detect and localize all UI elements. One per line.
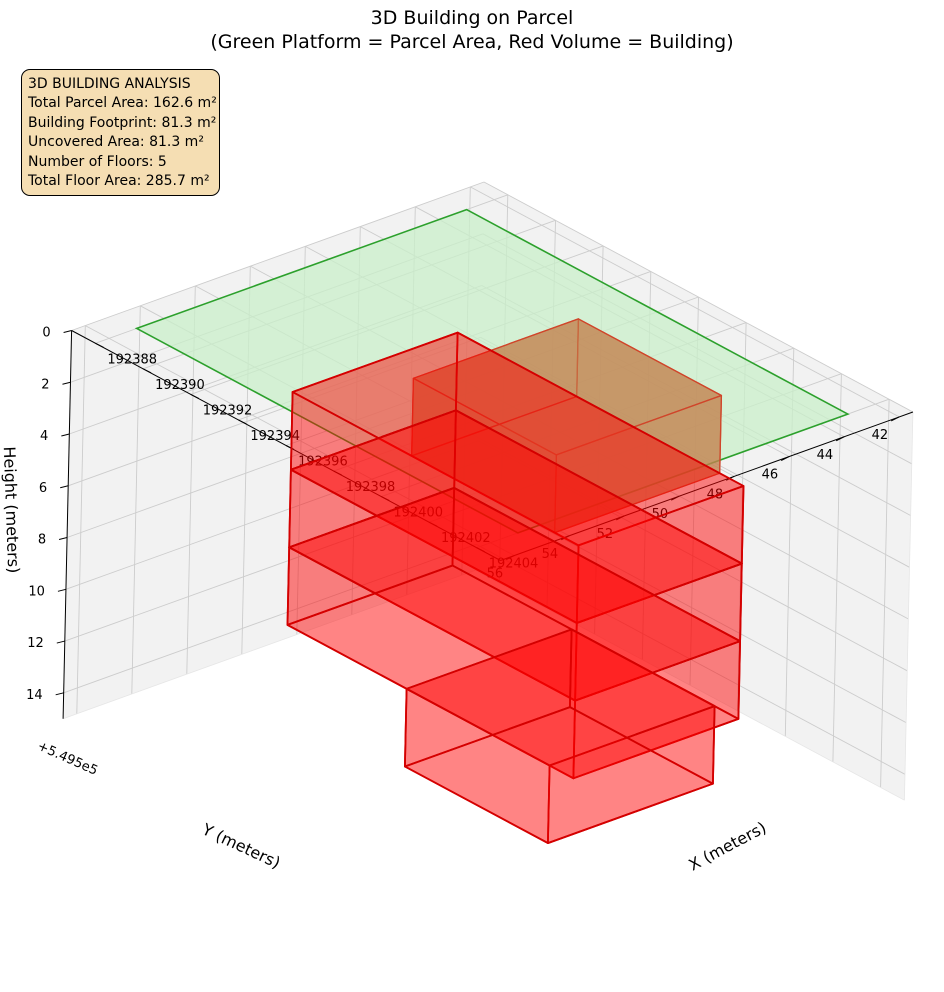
y-tick-label-mark [835, 436, 845, 442]
x-tick-label: 192398 [346, 480, 396, 495]
z-axis-line [62, 330, 73, 719]
z-tick-label: 12 [27, 636, 44, 651]
y-tick-label: 44 [817, 448, 834, 463]
x-tick-label: 192392 [203, 403, 253, 418]
z-tick-label-mark [56, 640, 65, 644]
chart-subtitle: (Green Platform = Parcel Area, Red Volum… [210, 31, 734, 53]
y-tick-label-mark [506, 555, 515, 560]
building-floor-2 [289, 331, 745, 624]
y-offset-text: +5.495e5 [35, 739, 100, 779]
x-axis-label: X (meters) [685, 818, 769, 875]
info-line-floors: Number of Floors: 5 [28, 153, 167, 170]
building-volume [286, 318, 745, 844]
info-line-uncovered-area: Uncovered Area: 81.3 m² [28, 134, 204, 151]
chart-title-block: 3D Building on Parcel (Green Platform = … [0, 6, 944, 54]
pane-edge [62, 569, 476, 720]
info-line-floor-area: Total Floor Area: 285.7 m² [28, 173, 210, 190]
building-analysis-box: 3D BUILDING ANALYSIS Total Parcel Area: … [21, 69, 220, 196]
y-tick-label: 42 [872, 428, 889, 443]
z-tick-label: 8 [38, 533, 46, 548]
building-floor-4 [286, 486, 741, 780]
gridline-y-wall [131, 305, 141, 695]
z-tick-label: 0 [42, 326, 50, 341]
gridline-y-floor [470, 186, 900, 418]
z-tick-label: 2 [41, 377, 49, 392]
pane-edge [475, 569, 905, 801]
info-line-footprint: Building Footprint: 81.3 m² [28, 114, 217, 131]
chart-title: 3D Building on Parcel [370, 7, 574, 29]
x-tick-label-mark [142, 368, 152, 374]
building-floor-ground [411, 318, 723, 534]
z-tick-label: 10 [28, 584, 45, 599]
building-face [403, 706, 714, 844]
x-tick-label-mark [238, 419, 247, 425]
y-tick-label: 46 [762, 468, 779, 483]
building-floor-3 [288, 409, 743, 702]
z-tick-label: 14 [26, 688, 43, 703]
x-tick-label: 192396 [298, 455, 348, 470]
z-tick-label-mark [60, 485, 69, 489]
z-tick-label-mark [57, 588, 67, 592]
gridline-z-xwall [483, 181, 914, 413]
gridline-z-ywall [63, 543, 477, 694]
gridline-y-wall [76, 325, 86, 714]
z-tick-label-mark [55, 692, 64, 696]
gridline-x-wall [880, 399, 890, 788]
x-tick-label-mark [95, 342, 104, 348]
z-tick-label-mark [61, 433, 70, 437]
z-tick-label-mark [63, 330, 72, 333]
x-tick-label-mark [285, 445, 295, 450]
x-tick-label: 192394 [250, 429, 300, 444]
info-line-heading: 3D BUILDING ANALYSIS [28, 76, 191, 92]
gridline-z-ywall [64, 492, 478, 642]
z-tick-label: 6 [39, 481, 47, 496]
y-tick-label-mark [615, 515, 625, 521]
x-tick-label-mark [476, 547, 485, 553]
x-tick-label: 192400 [393, 506, 443, 521]
pane-edge [904, 411, 914, 801]
z-tick-label-mark [62, 381, 71, 385]
info-line-parcel-area: Total Parcel Area: 162.6 m² [28, 95, 217, 112]
x-tick-label: 192390 [155, 378, 205, 393]
gridline-z-xwall [476, 492, 907, 723]
x-tick-label-mark [333, 470, 342, 476]
z-axis-label: Height (meters) [0, 446, 23, 574]
building-floor-5 [403, 628, 716, 844]
x-tick-label-mark [381, 496, 390, 502]
y-axis-label: Y (meters) [198, 819, 283, 872]
z-tick-label: 4 [40, 429, 48, 444]
x-tick-label-mark [190, 393, 199, 399]
gridline-z-ywall [71, 181, 485, 331]
x-tick-label: 192404 [489, 557, 539, 572]
x-tick-label-mark [428, 521, 438, 527]
gridline-y-floor [85, 325, 515, 556]
y-tick-label-mark [670, 495, 680, 501]
y-tick-label: 54 [542, 547, 559, 562]
x-tick-label: 192388 [107, 352, 157, 367]
z-tick-label-mark [58, 537, 68, 541]
y-tick-label-mark [780, 456, 790, 461]
y-tick-label-mark [890, 416, 900, 422]
